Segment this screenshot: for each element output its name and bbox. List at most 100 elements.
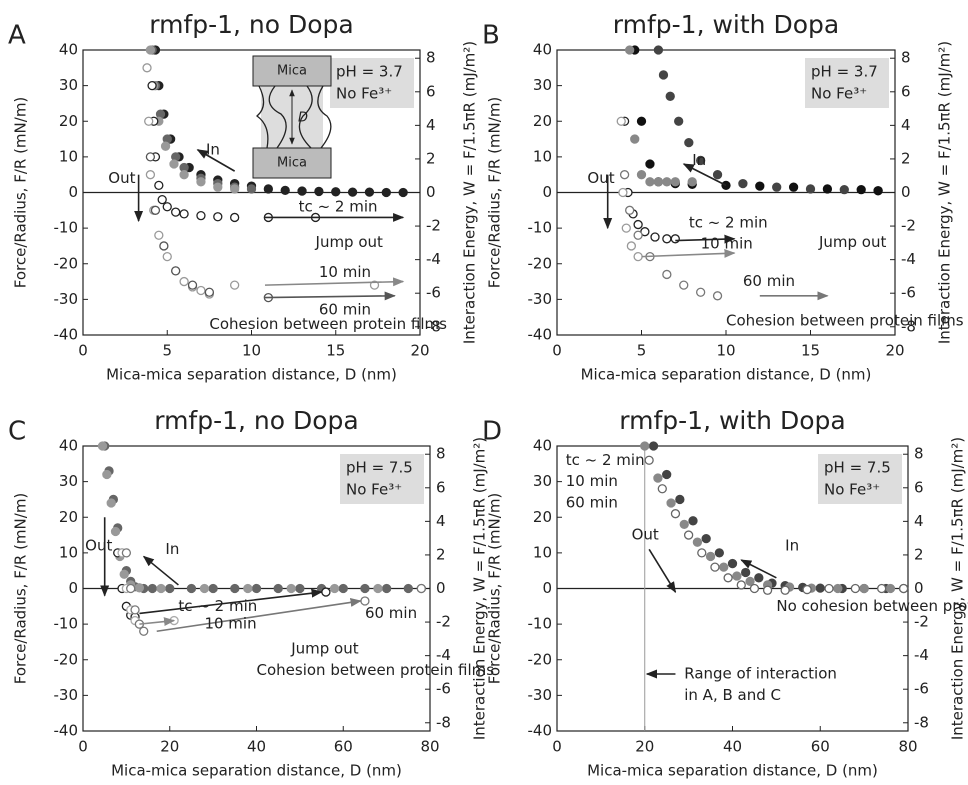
- x-tick-label: 0: [552, 738, 562, 756]
- point: [106, 498, 116, 508]
- condition-box: [330, 58, 414, 108]
- y-tick-label: 10: [59, 147, 78, 165]
- point: [273, 583, 283, 594]
- y2-tick-label: -8: [901, 317, 916, 335]
- point: [738, 178, 748, 189]
- point: [877, 583, 887, 594]
- y-tick-label: 10: [59, 543, 78, 561]
- point: [633, 219, 643, 230]
- y2-tick-label: 6: [914, 478, 924, 496]
- annotation: Cohesion between protein films: [257, 661, 495, 679]
- annotation: In: [785, 536, 799, 554]
- annotation: tc ~ 2 min: [566, 451, 645, 469]
- point: [263, 184, 274, 194]
- y-tick-label: -40: [54, 326, 79, 344]
- point: [670, 177, 680, 187]
- point: [822, 184, 833, 194]
- panel-letter: A: [8, 21, 26, 51]
- arrow: [142, 555, 179, 586]
- y-axis-label: Force/Radius, F/R (mN/m): [12, 97, 30, 289]
- arrow: [196, 149, 236, 172]
- annotation: Jump out: [290, 640, 359, 658]
- point: [712, 291, 723, 301]
- point: [126, 583, 136, 594]
- panel-letter: B: [482, 21, 500, 51]
- point: [712, 170, 723, 180]
- chart-title: rmfp-1, no Dopa: [149, 10, 354, 39]
- y2-tick-label: 4: [901, 116, 911, 134]
- point: [142, 63, 152, 73]
- x-axis-label: Mica-mica separation distance, D (nm): [111, 762, 402, 780]
- point: [230, 583, 240, 594]
- point: [338, 583, 348, 594]
- y-tick-label: 20: [533, 508, 552, 526]
- y2-tick-label: -2: [436, 613, 451, 631]
- y-tick-label: -20: [54, 254, 79, 272]
- y2-tick-label: 0: [436, 579, 446, 597]
- point: [683, 530, 694, 540]
- y-tick-label: -30: [54, 290, 79, 308]
- point: [719, 562, 729, 572]
- point: [150, 205, 161, 215]
- y-tick-label: 40: [533, 41, 552, 59]
- mica-bottom: [252, 147, 332, 179]
- y2-axis-label: Interaction Energy, W = F/1.5πR (mJ/m²): [949, 437, 967, 740]
- point: [645, 159, 655, 169]
- point: [833, 583, 843, 594]
- condition-box: [340, 454, 424, 504]
- point: [171, 207, 181, 217]
- point: [675, 494, 685, 505]
- y2-tick-label: 2: [901, 149, 911, 167]
- point: [850, 583, 860, 594]
- point: [873, 186, 883, 196]
- point: [859, 583, 869, 594]
- point: [618, 187, 628, 198]
- point: [321, 587, 331, 597]
- y-tick-label: 30: [533, 76, 552, 94]
- y-tick-label: 40: [59, 437, 78, 455]
- point: [741, 567, 751, 578]
- condition-text: pH = 7.5: [824, 459, 891, 477]
- point: [403, 583, 413, 594]
- point: [616, 116, 626, 126]
- y-tick-label: -10: [54, 615, 79, 633]
- point: [165, 583, 175, 594]
- annotation: Out: [85, 536, 112, 554]
- condition-box: [818, 454, 902, 504]
- condition-text: No Fe³⁺: [824, 481, 880, 499]
- point: [139, 626, 149, 636]
- y2-tick-label: -4: [436, 646, 451, 664]
- y-axis-label: Force/Radius, F/R (mN/m): [486, 493, 504, 685]
- y-axis-label: Force/Radius, F/R (mN/m): [486, 97, 504, 289]
- point: [625, 45, 635, 55]
- x-tick-label: 40: [723, 738, 742, 756]
- point: [196, 285, 206, 296]
- y-tick-label: -30: [528, 290, 553, 308]
- y-tick-label: 30: [59, 76, 78, 94]
- y2-tick-label: -2: [901, 217, 916, 235]
- x-axis-label: Mica-mica separation distance, D (nm): [106, 366, 397, 384]
- y2-tick-label: 0: [914, 579, 924, 597]
- point: [679, 280, 689, 290]
- y-tick-label: -10: [528, 615, 553, 633]
- y-tick-label: -10: [54, 219, 79, 237]
- arrow: [264, 277, 405, 287]
- point: [697, 548, 707, 558]
- y2-tick-label: -4: [426, 250, 441, 268]
- inset-label: Mica: [277, 156, 307, 171]
- x-tick-label: 5: [637, 342, 647, 360]
- point: [701, 533, 711, 544]
- y-tick-label: 30: [533, 472, 552, 490]
- point: [110, 526, 121, 537]
- annotation: Out: [587, 169, 614, 187]
- condition-text: pH = 3.7: [811, 63, 878, 81]
- point: [645, 177, 655, 187]
- point: [102, 469, 112, 480]
- point: [754, 573, 764, 583]
- point: [749, 583, 760, 594]
- annotation: Range of interaction: [684, 665, 837, 683]
- annotation: No cohesion between protein films: [776, 597, 968, 615]
- point: [665, 91, 675, 101]
- panel-letter: D: [482, 417, 502, 447]
